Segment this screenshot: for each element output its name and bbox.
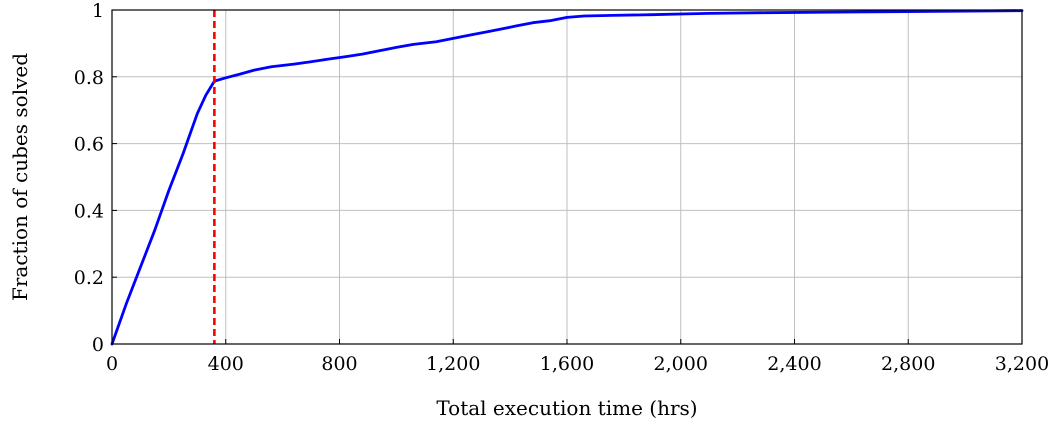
x-tick-labels: 0 400 800 1,200 1,600 2,000 2,400 2,800 3,200	[106, 339, 1049, 375]
y-tick-label: 0	[92, 334, 104, 356]
y-tick-label: 0.2	[74, 267, 104, 289]
series-layer	[110, 9, 1024, 346]
y-tick-label: 0.6	[74, 134, 104, 156]
series-line-0	[110, 9, 1024, 346]
y-tick-label: 1	[92, 0, 104, 22]
x-tick-label: 2,400	[767, 353, 821, 375]
x-tick-label: 800	[321, 353, 357, 375]
x-axis-title: Total execution time (hrs)	[436, 396, 697, 420]
x-tick-label: 2,800	[881, 353, 935, 375]
x-tick-label: 1,600	[540, 353, 594, 375]
x-tick-label: 2,000	[654, 353, 708, 375]
x-tick-label: 3,200	[995, 353, 1049, 375]
y-tick-label: 0.8	[74, 67, 104, 89]
y-tick-label: 0.4	[74, 200, 104, 222]
x-tick-label: 400	[208, 353, 244, 375]
grid-layer	[111, 9, 1023, 345]
x-tick-label: 0	[106, 353, 118, 375]
x-tick-label: 1,200	[426, 353, 480, 375]
y-tick-labels: 0 0.2 0.4 0.6 0.8 1	[74, 0, 117, 356]
y-axis-title: Fraction of cubes solved	[8, 53, 32, 301]
